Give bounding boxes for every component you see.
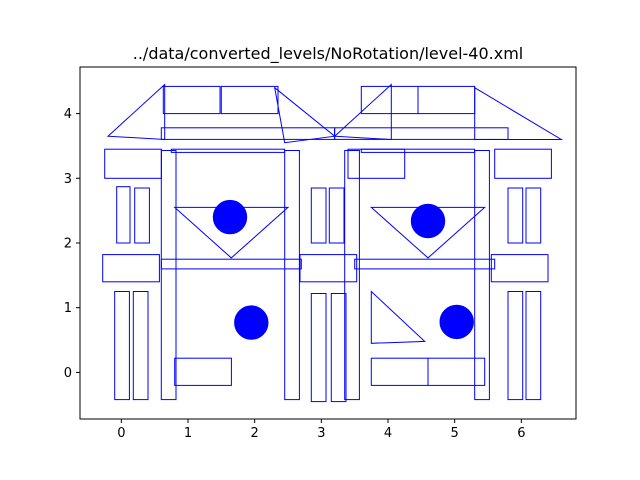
triangle-5	[474, 86, 564, 140]
triangle-4	[333, 83, 392, 141]
block-rect-18	[360, 148, 476, 153]
block-rect-3	[160, 127, 336, 140]
y-tick-label: 0	[64, 366, 72, 381]
block-rect-23	[310, 293, 327, 403]
block-rect-32	[525, 187, 542, 244]
circle-target-1	[212, 199, 248, 235]
block-rect-10	[102, 254, 160, 283]
x-tick-label: 5	[451, 426, 459, 441]
circle-target-2	[234, 305, 269, 340]
block-rect-31	[507, 187, 524, 244]
block-rect-33	[490, 254, 549, 283]
block-rect-17	[474, 150, 490, 401]
circle-target-4	[439, 304, 474, 340]
block-rect-22	[354, 258, 496, 270]
block-rect-5	[160, 150, 177, 401]
y-tick-label: 2	[64, 237, 72, 252]
block-rect-25	[370, 357, 429, 386]
block-rect-8	[116, 186, 131, 244]
y-axis: 0 1 2 3 4	[64, 107, 80, 381]
chart-title: ../data/converted_levels/NoRotation/leve…	[133, 44, 523, 64]
block-rect-16	[344, 150, 360, 401]
shapes-layer	[102, 83, 564, 403]
block-rect-1	[162, 85, 221, 115]
block-rect-26	[427, 357, 486, 386]
x-tick-label: 1	[184, 426, 192, 441]
block-rect-30	[494, 148, 552, 179]
block-rect-27	[360, 85, 419, 115]
block-rect-13	[132, 291, 149, 401]
x-axis: 0 1 2 3 4 5 6	[117, 419, 525, 441]
block-rect-6	[284, 150, 300, 401]
x-tick-label: 0	[117, 426, 125, 441]
block-rect-21	[299, 254, 358, 283]
y-tick-label: 3	[64, 172, 72, 187]
block-rect-11	[160, 258, 302, 270]
triangle-1	[106, 83, 166, 141]
block-rect-12	[114, 291, 130, 401]
block-rect-7	[170, 148, 286, 153]
block-rect-24	[330, 293, 347, 403]
y-tick-label: 1	[64, 301, 72, 316]
x-tick-label: 2	[251, 426, 259, 441]
x-tick-label: 3	[317, 426, 325, 441]
block-rect-35	[525, 291, 542, 401]
block-rect-20	[328, 187, 345, 244]
triangle-7	[370, 290, 426, 344]
block-rect-2	[220, 85, 279, 115]
block-rect-4	[104, 148, 162, 179]
block-rect-34	[507, 291, 524, 401]
block-rect-19	[310, 187, 327, 244]
block-rect-29	[334, 127, 509, 140]
block-rect-9	[134, 187, 150, 244]
block-rect-14	[174, 357, 232, 386]
plot-frame	[79, 66, 577, 420]
y-tick-label: 4	[64, 107, 72, 122]
block-rect-15	[347, 148, 406, 179]
block-rect-28	[417, 85, 476, 115]
circle-target-3	[410, 203, 446, 239]
triangle-2	[273, 86, 336, 144]
x-tick-label: 6	[517, 426, 525, 441]
x-tick-label: 4	[384, 426, 392, 441]
